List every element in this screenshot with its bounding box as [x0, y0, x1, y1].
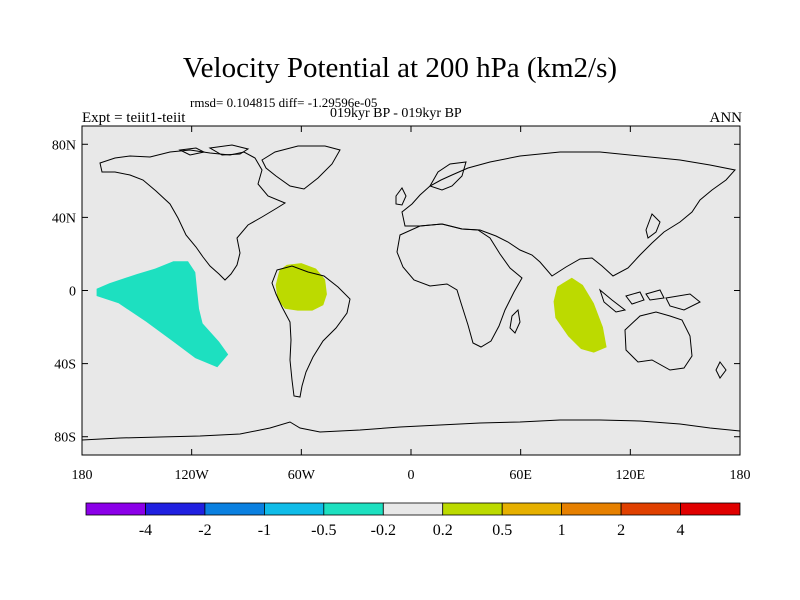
color-scale-label: 0.5 [492, 522, 512, 539]
stats-line: rmsd= 0.104815 diff= -1.29596e-05 [190, 95, 378, 110]
y-tick-label: 40N [52, 211, 76, 226]
color-scale-box [204, 502, 265, 516]
color-scale-box [442, 502, 503, 516]
color-scale-label: -1 [258, 522, 271, 539]
coast-madagascar [509, 308, 521, 334]
y-tick-label: 80S [54, 431, 76, 446]
experiment-label: Expt = teiit1-teiit [82, 110, 186, 126]
color-scale-box [561, 502, 622, 516]
color-scale-boxes [85, 502, 741, 516]
x-tick-label: 180 [730, 468, 751, 483]
x-tick-label: 60E [509, 468, 532, 483]
color-scale-box [145, 502, 206, 516]
coast-greenland [261, 145, 341, 190]
map-title: Velocity Potential at 200 hPa (km2/s) [182, 52, 618, 84]
color-scale-box [620, 502, 681, 516]
x-tick-label: 0 [408, 468, 415, 483]
color-scale-box [263, 502, 325, 516]
coast-eurasia [401, 151, 736, 277]
color-scale-label: -2 [198, 522, 211, 539]
coast-south-america [271, 265, 351, 398]
color-scale-box [85, 502, 146, 516]
periods-label: 019kyr BP - 019kyr BP [330, 106, 462, 121]
coast-arctic-islands [178, 144, 250, 156]
coast-antarctica [81, 419, 741, 441]
color-scale-label: 4 [677, 522, 685, 539]
color-scale-label: -4 [139, 522, 152, 539]
anomaly-layer [96, 261, 607, 368]
map-axes: 80N 40N 0 40S 80S 180 120W 60W 0 60E 120E 180 [52, 126, 751, 483]
coast-scandinavia [429, 161, 467, 191]
x-tick-label: 60W [288, 468, 316, 483]
color-scale-box [501, 502, 563, 516]
color-scale-box [680, 502, 741, 516]
coast-australia [624, 311, 693, 371]
color-scale-labels: -4 -2 -1 -0.5 -0.2 0.2 0.5 1 2 4 [139, 522, 685, 539]
coast-new-zealand [715, 361, 727, 379]
color-scale-label: 0.2 [433, 522, 453, 539]
color-scale-box [323, 502, 384, 516]
x-tick-label: 120W [175, 468, 210, 483]
y-tick-label: 0 [69, 285, 76, 300]
color-scale-label: 2 [617, 522, 625, 539]
coast-british-isles [395, 187, 407, 206]
x-tick-label: 180 [72, 468, 93, 483]
color-scale-label: -0.5 [311, 522, 336, 539]
amazon-positive-anomaly [275, 263, 327, 311]
y-tick-label: 80N [52, 138, 76, 153]
indian-ocean-positive-anomaly [553, 277, 607, 353]
x-tick-label: 120E [616, 468, 646, 483]
coast-indonesia [598, 288, 701, 313]
eastern-pacific-negative-anomaly [96, 261, 229, 368]
season-label: ANN [709, 110, 743, 126]
color-scale-box [382, 502, 444, 516]
y-tick-label: 40S [54, 358, 76, 373]
color-scale-label: 1 [558, 522, 566, 539]
color-scale-label: -0.2 [371, 522, 396, 539]
coast-japan [645, 213, 661, 239]
coastlines [81, 144, 741, 441]
